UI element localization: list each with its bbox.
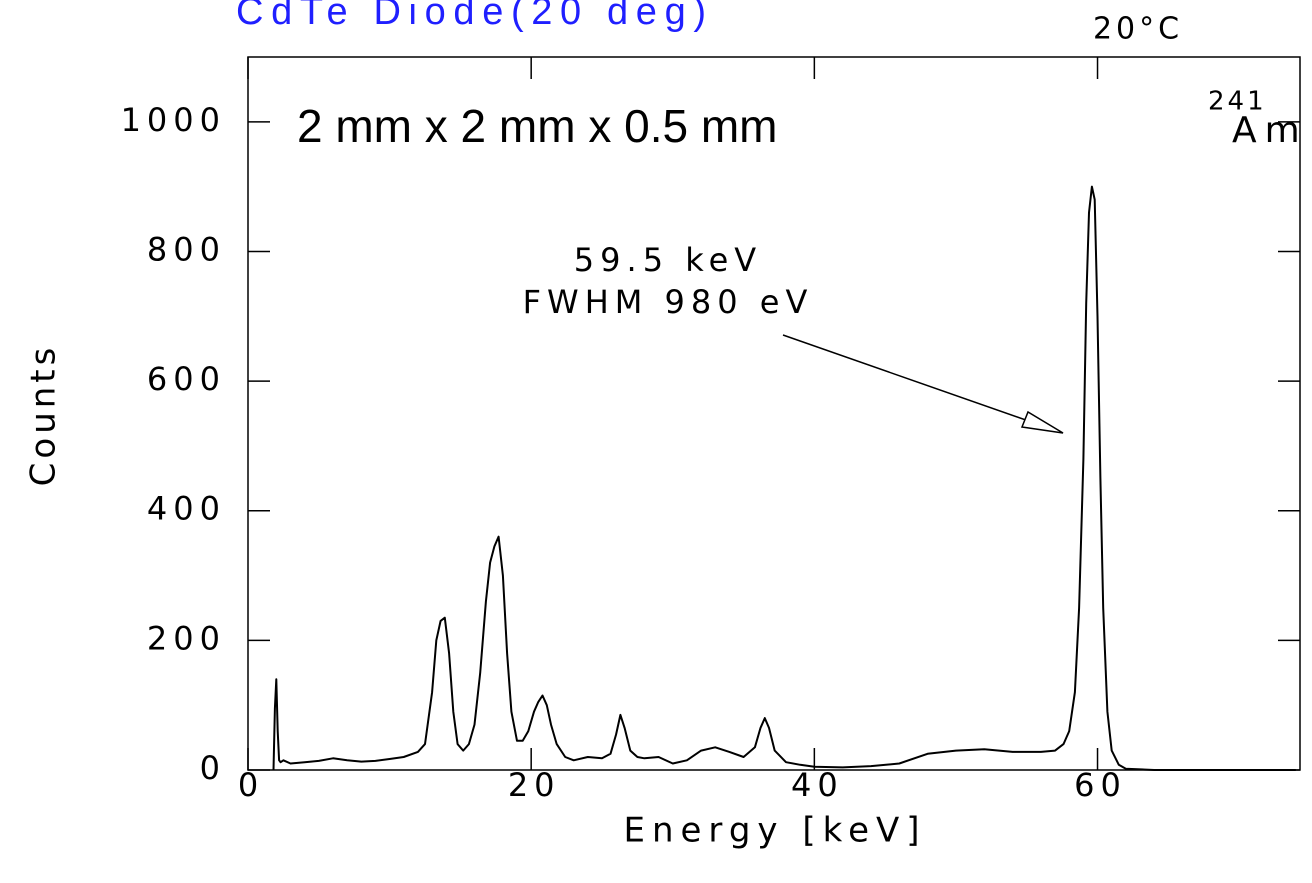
y-tick-label: 1000	[121, 101, 226, 139]
chart-title: CdTe Diode(20 deg)	[236, 0, 706, 33]
y-tick-label: 0	[200, 749, 226, 787]
x-tick-label: 0	[238, 766, 264, 804]
isotope: Am	[1232, 110, 1308, 151]
x-tick-label: 20	[508, 766, 561, 804]
x-tick-label: 40	[791, 766, 844, 804]
spectrum-line	[272, 185, 1296, 771]
y-axis-label: Counts	[24, 344, 64, 487]
isotope-mass: 241	[1208, 87, 1267, 117]
plot-frame	[247, 56, 1301, 771]
arrow-head	[1020, 410, 1064, 434]
x-tick-label: 60	[1074, 766, 1127, 804]
size-note: 2 mm x 2 mm x 0.5 mm	[297, 100, 777, 152]
temperature: 20°C	[1093, 12, 1183, 47]
y-tick-label: 600	[147, 360, 226, 398]
x-axis-label: Energy [keV]	[623, 811, 926, 851]
y-tick-label: 400	[147, 490, 226, 528]
peak-energy: 59.5 keV	[574, 241, 762, 279]
y-tick-label: 800	[147, 230, 226, 268]
peak-fwhm: FWHM 980 eV	[523, 283, 814, 321]
annotation-arrow	[782, 334, 1061, 433]
y-tick-label: 200	[147, 619, 226, 657]
